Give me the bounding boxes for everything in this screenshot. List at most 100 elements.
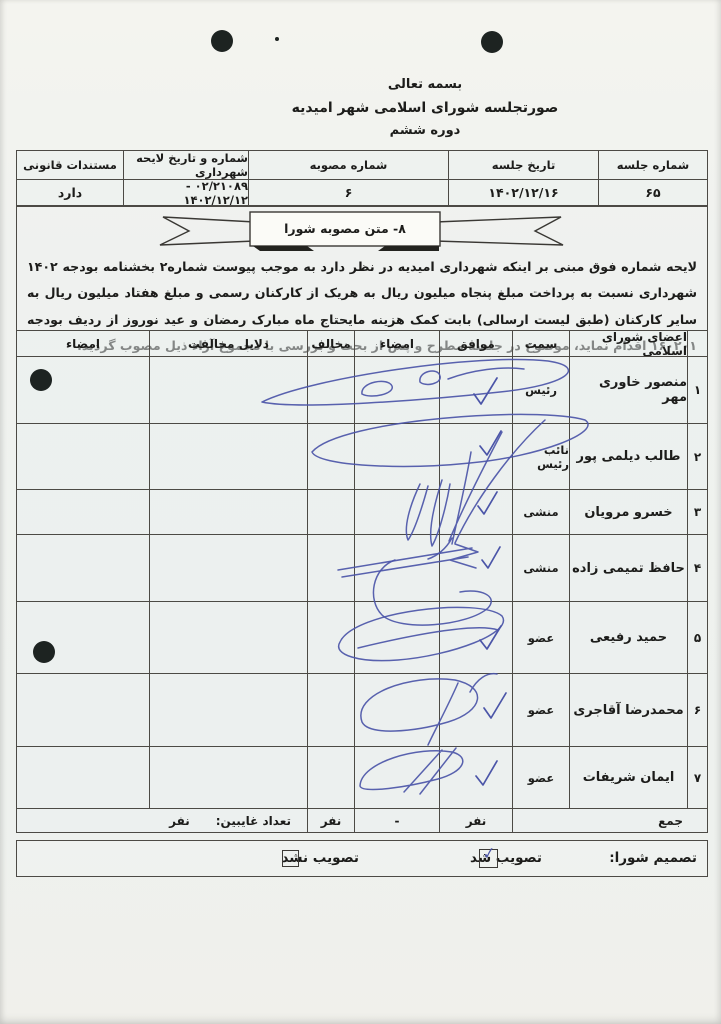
- member-name: منصور خاوری مهر: [569, 356, 687, 423]
- member-role: رئیس: [512, 356, 569, 423]
- summary-signature-dash: -: [354, 808, 439, 832]
- ribbon-center-box: [249, 211, 441, 247]
- oppose-cell: [307, 423, 354, 489]
- oppose-cell: [307, 534, 354, 601]
- member-name: محمدرضا آقاجری: [569, 673, 687, 746]
- meta-label-resolution-no: شماره مصوبه: [248, 151, 448, 179]
- signature-cell: [354, 673, 439, 746]
- reasons-cell: [149, 534, 307, 601]
- reasons-cell: [149, 746, 307, 808]
- signature-cell: [354, 746, 439, 808]
- agree-cell: [439, 673, 512, 746]
- ribbon-banner-graphic: [159, 211, 564, 251]
- reasons-cell: [149, 673, 307, 746]
- signature-cell: [354, 423, 439, 489]
- member-role: عضو: [512, 601, 569, 673]
- agree-cell: [439, 423, 512, 489]
- member-name: حافظ تمیمی زاده: [569, 534, 687, 601]
- agree-cell: [439, 534, 512, 601]
- member-name: ایمان شریفات: [569, 746, 687, 808]
- absent-label: تعداد غایبین:: [215, 813, 291, 828]
- oppose-cell: [307, 673, 354, 746]
- signature-cell: [354, 601, 439, 673]
- signature2-cell: [17, 423, 149, 489]
- term-label: دوره ششم: [389, 123, 461, 138]
- banner-title: ۸- متن مصوبه شورا: [284, 221, 406, 236]
- member-role: نائب رئیس: [512, 423, 569, 489]
- punch-hole-top-right: [481, 31, 503, 53]
- member-no: ۵: [687, 601, 707, 673]
- member-no: ۳: [687, 489, 707, 534]
- summary-oppose-count: نفر: [307, 808, 354, 832]
- meta-table: شماره جلسه تاریخ جلسه شماره مصوبه شماره …: [16, 150, 708, 206]
- column-header-role: سمت: [512, 331, 569, 356]
- decision-box: تصمیم شورا: تصویب شد ✓ تصویب نشد: [16, 840, 708, 877]
- member-no: ۶: [687, 673, 707, 746]
- decision-label: تصمیم شورا:: [609, 850, 697, 866]
- oppose-cell: [307, 746, 354, 808]
- document-heading-block: بسمه تعالی صورتجلسه شورای اسلامی شهر امی…: [130, 78, 720, 137]
- column-header-name: اعضای شورای اسلامی: [569, 331, 687, 356]
- summary-label: جمع: [512, 808, 707, 832]
- absent-value: نفر: [169, 813, 190, 828]
- meta-label-session-date: تاریخ جلسه: [448, 151, 598, 179]
- member-no: ۱: [687, 356, 707, 423]
- punch-hole-top-left: [211, 30, 233, 52]
- rejected-label: تصویب نشد: [281, 850, 360, 866]
- column-header-no: [687, 331, 707, 356]
- bismillah-text: بسمه تعالی: [387, 77, 463, 92]
- member-role: عضو: [512, 746, 569, 808]
- signature2-cell: [17, 673, 149, 746]
- column-header-reasons: دلایل مخالفت: [149, 331, 307, 356]
- meta-label-bill: شماره و تاریخ لایحه شهرداری: [123, 151, 248, 179]
- ribbon-shadow-left: [253, 246, 314, 251]
- agree-cell: [439, 746, 512, 808]
- column-header-oppose: مخالف: [307, 331, 354, 356]
- agree-cell: [439, 601, 512, 673]
- meta-value-resolution-no: ۶: [248, 179, 448, 205]
- approved-label: تصویب شد: [470, 850, 542, 866]
- agree-cell: [439, 356, 512, 423]
- summary-agree-count: نفر: [439, 808, 512, 832]
- resolution-frame: ۸- متن مصوبه شورا لایحه شماره فوق مبنی ب…: [16, 206, 708, 353]
- signature2-cell: [17, 746, 149, 808]
- approved-check-mark: ✓: [482, 843, 497, 865]
- scan-speck: [275, 37, 279, 41]
- member-role: منشی: [512, 534, 569, 601]
- oppose-cell: [307, 489, 354, 534]
- reasons-cell: [149, 423, 307, 489]
- signature-cell: [354, 534, 439, 601]
- ribbon-shadow-right: [378, 246, 439, 251]
- approved-checkbox[interactable]: ✓: [479, 844, 498, 868]
- reasons-cell: [149, 601, 307, 673]
- member-no: ۲: [687, 423, 707, 489]
- punch-hole-left-row1: [30, 369, 52, 391]
- column-header-signature: امضاء: [354, 331, 439, 356]
- ribbon-right-tail: [434, 216, 564, 246]
- meta-value-docs: دارد: [17, 179, 123, 205]
- meta-value-session-no: ۶۵: [598, 179, 707, 205]
- signature2-cell: [17, 356, 149, 423]
- oppose-cell: [307, 356, 354, 423]
- signature2-cell: [17, 601, 149, 673]
- member-role: منشی: [512, 489, 569, 534]
- agree-cell: [439, 489, 512, 534]
- meta-label-session-no: شماره جلسه: [598, 151, 707, 179]
- signature-cell: [354, 356, 439, 423]
- page-title: صورتجلسه شورای اسلامی شهر امیدیه: [291, 100, 559, 116]
- member-name: حمید رفیعی: [569, 601, 687, 673]
- column-header-agree: موافق: [439, 331, 512, 356]
- punch-hole-left-row5: [33, 641, 55, 663]
- member-role: عضو: [512, 673, 569, 746]
- reasons-cell: [149, 356, 307, 423]
- column-header-signature2: امضاء: [66, 336, 101, 351]
- rejected-checkbox[interactable]: [282, 850, 299, 867]
- members-table: اعضای شورای اسلامی سمت موافق امضاء مخالف…: [16, 330, 708, 833]
- member-no: ۷: [687, 746, 707, 808]
- summary-absent-cell: تعداد غایبین: نفر: [17, 808, 307, 832]
- member-name: خسرو مرویان: [569, 489, 687, 534]
- signature-cell: [354, 489, 439, 534]
- member-name: طالب دیلمی پور: [569, 423, 687, 489]
- member-no: ۴: [687, 534, 707, 601]
